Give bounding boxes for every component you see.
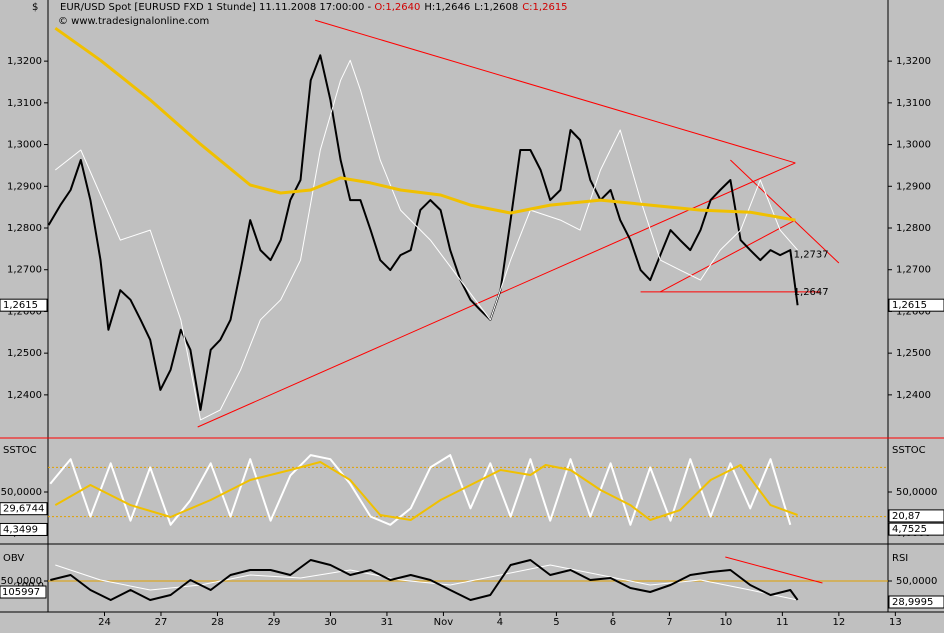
title: EUR/USD Spot [EURUSD FXD 1 Stunde] 11.11…	[60, 2, 374, 13]
value-box-label: 28,9995	[892, 597, 933, 608]
panel-title: SSTOC	[892, 445, 926, 456]
x-tick-label: 31	[381, 617, 394, 628]
x-tick-label: 29	[268, 617, 281, 628]
series-line	[50, 559, 799, 601]
y-tick-label: 1,2800	[7, 223, 42, 234]
series-line	[49, 454, 792, 526]
y-tick-label: 1,2600	[7, 306, 42, 317]
x-tick-label: 4	[497, 617, 503, 628]
y-tick-label: 1,2700	[896, 265, 931, 276]
copyright: © www.tradesignalonline.com	[58, 16, 209, 27]
x-tick-label: 13	[889, 617, 902, 628]
y-tick-label: 1,2900	[7, 181, 42, 192]
y-tick-label: 1,2500	[7, 348, 42, 359]
x-tick-label: 6	[610, 617, 616, 628]
y-tick-label: 1,2800	[896, 223, 931, 234]
y-tick-label: 1,3000	[7, 140, 42, 151]
value-box	[0, 502, 48, 516]
symbol-label: $	[32, 2, 38, 13]
value-box	[888, 509, 944, 523]
y-tick-label: 50,0000	[896, 576, 937, 587]
y-tick-label: 1,2600	[896, 306, 931, 317]
value-box	[0, 522, 48, 536]
trendline	[725, 556, 823, 584]
series-line	[54, 26, 796, 222]
y-tick-label: 50,0000	[1, 487, 42, 498]
y-tick-label: 1,2900	[896, 181, 931, 192]
low: L:1,2608	[474, 2, 518, 13]
panel-title: RSI	[892, 553, 908, 564]
x-tick-label: 27	[155, 617, 168, 628]
x-tick-label: 11	[776, 617, 789, 628]
y-tick-label: 1,3100	[896, 98, 931, 109]
value-box	[888, 595, 944, 609]
y-tick-label: 1,3000	[896, 140, 931, 151]
close: C:1,2615	[522, 2, 567, 13]
value-box-label: 1,2615	[892, 300, 927, 311]
y-tick-label: 1,2700	[7, 265, 42, 276]
y-tick-label: 50,0000	[896, 487, 937, 498]
trendline	[660, 219, 796, 293]
trendline	[730, 159, 840, 264]
series-line	[54, 59, 798, 421]
value-box-label: 1,2615	[3, 300, 38, 311]
y-tick-label: 1,2400	[896, 390, 931, 401]
series-line	[47, 54, 799, 411]
y-tick-label: 50,0000	[1, 576, 42, 587]
trendline	[315, 19, 796, 164]
panel-title: SSTOC	[3, 445, 37, 456]
high: H:1,2646	[424, 2, 470, 13]
panel-title: OBV	[3, 553, 24, 564]
trendline	[197, 162, 796, 428]
x-tick-label: 10	[720, 617, 733, 628]
x-tick-label: 7	[666, 617, 672, 628]
open: O:1,2640	[374, 2, 420, 13]
x-tick-label: 30	[324, 617, 337, 628]
value-box-label: 4,7525	[892, 524, 927, 535]
x-tick-label: 5	[553, 617, 559, 628]
y-tick-label: 1,3200	[896, 56, 931, 67]
y-tick-label: 1,2400	[7, 390, 42, 401]
x-tick-label: Nov	[434, 617, 454, 628]
x-tick-label: 12	[832, 617, 845, 628]
x-tick-label: 28	[211, 617, 224, 628]
value-box-label: 29,6744	[3, 504, 44, 515]
y-tick-label: 1,2500	[896, 348, 931, 359]
annotation: 1,2647	[794, 287, 829, 298]
y-tick-label: 1,3100	[7, 98, 42, 109]
y-tick-label: 1,3200	[7, 56, 42, 67]
value-box	[0, 585, 47, 599]
value-box	[888, 522, 944, 536]
series-line	[54, 461, 798, 521]
value-box	[888, 298, 944, 312]
value-box-label: 4,3499	[3, 524, 38, 535]
x-tick-label: 24	[98, 617, 111, 628]
value-box-label: 105997	[2, 587, 40, 598]
header-title: EUR/USD Spot [EURUSD FXD 1 Stunde] 11.11…	[60, 2, 568, 13]
value-box-label: 20,87	[892, 511, 921, 522]
annotation: 1,2737	[794, 249, 829, 260]
value-box	[0, 298, 48, 312]
